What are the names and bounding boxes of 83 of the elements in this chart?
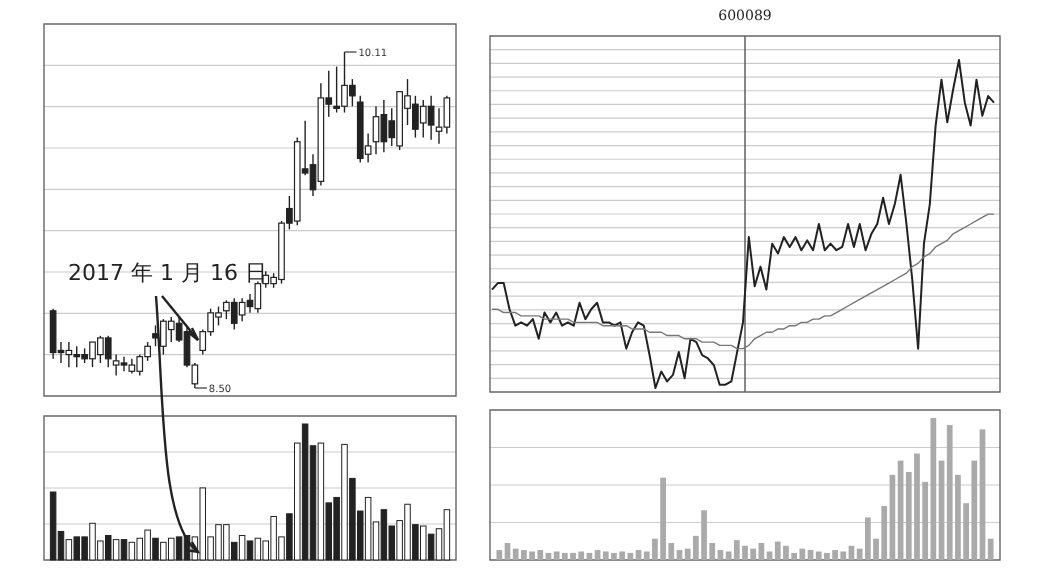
bar xyxy=(144,529,151,561)
bar xyxy=(815,551,822,560)
bar xyxy=(611,552,617,560)
bar xyxy=(742,545,748,560)
bar xyxy=(537,550,544,560)
bar xyxy=(553,551,560,560)
bar xyxy=(199,487,206,561)
bar xyxy=(570,552,576,560)
bar xyxy=(914,453,920,560)
bar xyxy=(160,541,167,561)
bar xyxy=(864,517,871,560)
bar xyxy=(619,551,626,560)
bar xyxy=(783,545,789,560)
bar xyxy=(733,540,740,560)
bar xyxy=(521,550,527,560)
candlestick xyxy=(167,316,175,343)
bar xyxy=(799,548,806,560)
bar xyxy=(930,418,937,560)
bar xyxy=(364,496,372,561)
bar xyxy=(627,552,634,560)
candlestick xyxy=(97,335,104,364)
candlestick xyxy=(89,341,96,368)
bar xyxy=(120,539,128,561)
bar xyxy=(832,550,838,560)
bar xyxy=(112,539,120,561)
candlestick xyxy=(341,51,348,114)
bar xyxy=(380,509,388,561)
bar xyxy=(317,442,325,561)
bar xyxy=(73,536,80,561)
bar xyxy=(270,515,277,561)
candlestick xyxy=(49,308,57,360)
bar xyxy=(175,536,183,561)
candlestick xyxy=(136,353,144,377)
bar xyxy=(167,537,175,561)
bar xyxy=(238,535,246,561)
candlestick xyxy=(65,341,73,368)
bar xyxy=(65,539,73,561)
bar xyxy=(443,509,451,561)
candlestick xyxy=(412,95,419,139)
bar xyxy=(840,551,847,560)
bar xyxy=(701,510,707,560)
bar xyxy=(602,551,609,560)
bar xyxy=(750,548,757,560)
candlestick xyxy=(215,305,222,327)
bar xyxy=(89,522,96,561)
bar xyxy=(104,535,112,561)
bar xyxy=(660,477,666,560)
candlestick xyxy=(427,95,435,141)
candlestick xyxy=(160,318,167,356)
candlestick xyxy=(230,297,238,331)
candlestick xyxy=(333,65,340,114)
bar xyxy=(223,524,230,561)
bar xyxy=(246,540,254,561)
bar xyxy=(561,552,568,560)
bar xyxy=(946,425,953,560)
bar xyxy=(128,541,136,561)
candlestick xyxy=(349,78,356,107)
candlestick xyxy=(238,297,246,322)
bar xyxy=(427,533,435,561)
bar xyxy=(301,423,309,561)
bar xyxy=(49,491,57,561)
candlestick xyxy=(254,280,262,314)
bar xyxy=(578,551,585,560)
candlestick xyxy=(120,356,128,372)
bar xyxy=(215,524,222,561)
bar xyxy=(774,541,781,560)
candlestick xyxy=(73,345,81,368)
bar xyxy=(136,537,143,561)
bar xyxy=(420,525,427,561)
bar xyxy=(341,443,348,561)
candlestick xyxy=(104,335,112,368)
bar xyxy=(152,537,159,561)
bar xyxy=(404,503,411,561)
bar xyxy=(791,552,797,560)
bar xyxy=(496,550,503,560)
annotation: 2017 年 1 月 16 日 xyxy=(68,260,267,286)
bar xyxy=(254,537,262,561)
candlestick xyxy=(223,299,230,320)
bar xyxy=(529,551,535,560)
bar xyxy=(824,552,830,560)
bar xyxy=(512,548,519,560)
candlestick xyxy=(380,99,388,153)
candlestick xyxy=(419,99,427,139)
